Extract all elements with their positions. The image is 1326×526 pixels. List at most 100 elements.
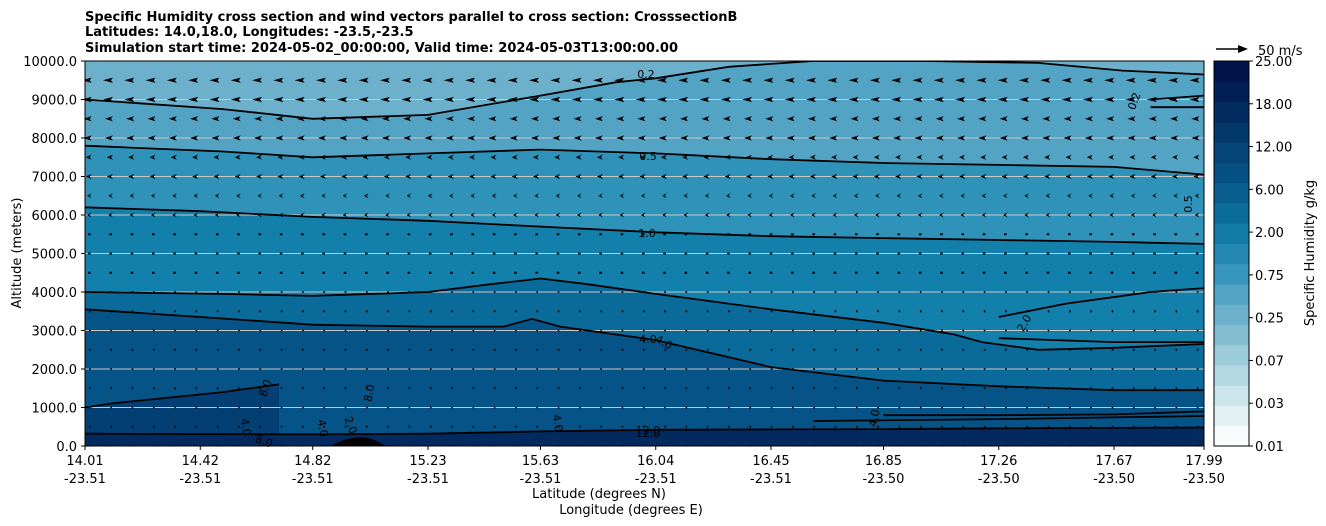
wind-vector xyxy=(360,135,369,141)
wind-vector xyxy=(530,135,539,141)
wind-vector xyxy=(145,96,156,103)
wind-vector xyxy=(1005,348,1007,351)
wind-vector xyxy=(85,135,92,141)
wind-vector xyxy=(1191,135,1200,141)
wind-vector xyxy=(104,135,113,141)
wind-vector xyxy=(592,77,603,83)
wind-vector xyxy=(699,77,710,83)
wind-vector xyxy=(919,368,922,370)
wind-vector xyxy=(577,212,582,218)
wind-vector xyxy=(323,291,325,293)
wind-vector xyxy=(488,135,497,141)
wind-vector xyxy=(153,348,155,351)
wind-vector xyxy=(1001,154,1008,160)
wind-vector xyxy=(1026,291,1028,293)
wind-vector xyxy=(153,406,155,409)
wind-vector xyxy=(621,329,624,332)
wind-vector xyxy=(238,387,240,390)
wind-vector xyxy=(557,425,560,428)
wind-vector xyxy=(660,154,667,160)
colorbar-tick-label: 0.03 xyxy=(1255,397,1284,412)
wind-vector xyxy=(534,212,539,218)
wind-vector xyxy=(962,406,965,409)
wind-vector xyxy=(895,154,902,160)
wind-vector xyxy=(493,425,496,428)
x-tick-label-lat: 15.23 xyxy=(409,454,446,469)
wind-vector xyxy=(578,233,581,236)
x-tick-label-lat: 14.42 xyxy=(182,454,219,469)
wind-vector xyxy=(895,173,902,180)
wind-vector xyxy=(408,329,411,332)
wind-vector xyxy=(366,291,368,293)
wind-vector xyxy=(344,310,347,313)
wind-vector xyxy=(598,212,603,218)
wind-vector xyxy=(534,193,539,199)
wind-vector xyxy=(1004,252,1007,255)
wind-vector xyxy=(852,173,859,180)
wind-vector xyxy=(579,425,581,428)
x-axis-label-latitude: Latitude (degrees N) xyxy=(532,487,666,502)
wind-vector xyxy=(557,368,560,370)
wind-vector xyxy=(980,154,987,160)
wind-vector xyxy=(749,368,752,370)
wind-vector xyxy=(408,387,411,390)
wind-vector xyxy=(596,154,603,160)
wind-vector xyxy=(788,173,795,180)
wind-vector xyxy=(192,154,199,160)
wind-vector xyxy=(1174,252,1178,255)
wind-vector xyxy=(1069,368,1071,370)
wind-vector xyxy=(1001,173,1008,180)
wind-vector xyxy=(1189,77,1200,83)
wind-vector xyxy=(1111,291,1114,293)
wind-vector xyxy=(1111,387,1114,390)
wind-vector xyxy=(514,233,517,236)
y-tick-label: 5000.0 xyxy=(32,248,78,263)
wind-vector xyxy=(642,233,645,236)
terrain-shape xyxy=(330,437,385,446)
wind-vector xyxy=(343,271,347,274)
wind-vector xyxy=(856,406,858,409)
wind-vector xyxy=(386,252,389,255)
wind-vector xyxy=(769,233,773,236)
wind-vector xyxy=(728,348,730,351)
wind-vector xyxy=(983,425,986,428)
wind-vector xyxy=(514,252,517,255)
wind-vector xyxy=(1129,173,1136,180)
wind-vector xyxy=(110,329,112,332)
wind-vector xyxy=(1067,212,1072,218)
wind-vector xyxy=(1109,193,1115,199)
wind-vector xyxy=(749,329,752,332)
wind-vector xyxy=(1090,348,1092,351)
wind-vector xyxy=(1040,96,1051,103)
wind-vector xyxy=(386,271,389,274)
wind-vector xyxy=(379,77,390,83)
wind-vector xyxy=(302,329,304,332)
wind-vector xyxy=(493,406,496,409)
wind-vector xyxy=(1154,406,1156,409)
chart-title-line-3: Simulation start time: 2024-05-02_00:00:… xyxy=(85,41,678,56)
wind-vector xyxy=(1005,406,1007,409)
wind-vector xyxy=(1148,135,1157,141)
wind-vector xyxy=(422,77,433,83)
colorbar-segment xyxy=(1214,61,1249,82)
wind-vector xyxy=(643,329,645,332)
contour-label: 0.5 xyxy=(1182,195,1195,213)
wind-vector xyxy=(490,173,497,180)
wind-vector xyxy=(941,368,943,370)
wind-vector xyxy=(1196,348,1199,351)
wind-vector xyxy=(898,406,901,409)
wind-vector xyxy=(620,271,624,274)
contour-line-segment-3 xyxy=(1150,94,1204,101)
wind-vector xyxy=(556,271,560,274)
wind-vector xyxy=(259,291,262,293)
wind-vector xyxy=(685,368,688,370)
wind-vector xyxy=(724,173,731,180)
wind-vector xyxy=(106,173,113,180)
wind-vector xyxy=(85,77,92,83)
wind-vector xyxy=(104,116,113,122)
wind-vector xyxy=(194,233,198,236)
wind-vector xyxy=(1047,329,1050,332)
wind-vector xyxy=(1108,173,1115,180)
wind-vector xyxy=(575,154,582,160)
wind-vector xyxy=(366,348,368,351)
